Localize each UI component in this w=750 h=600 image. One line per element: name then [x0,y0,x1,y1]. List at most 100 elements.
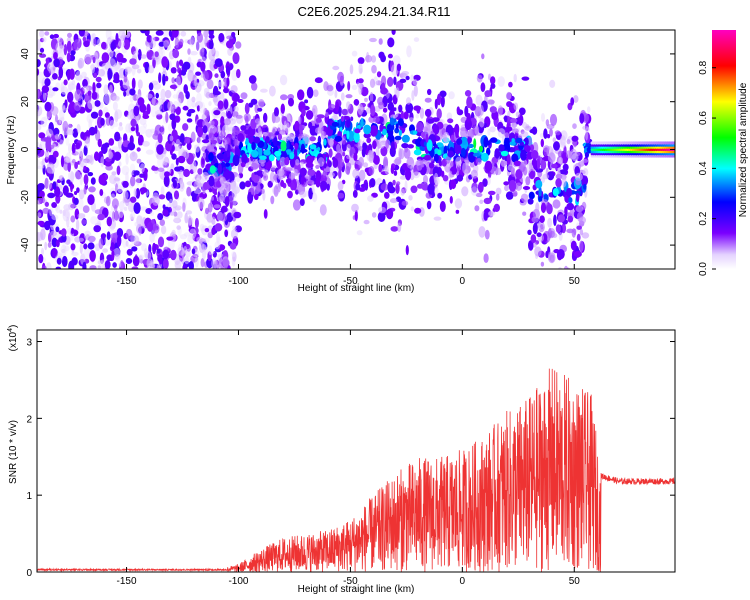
spectrogram-y-tick-label: 0 [20,146,31,152]
spectrogram-cell [61,116,65,122]
spectrogram-cell [173,215,180,223]
spectrogram-cell [426,200,432,210]
spectrogram-cell [292,199,301,211]
spectrogram-cell [168,30,173,37]
spectrogram-cell [186,98,193,109]
spectrogram-cell [285,178,292,184]
spectrogram-cell [71,158,76,164]
spectrogram-cell [157,156,164,168]
spectrogram-cell [217,100,224,110]
spectrogram-cell [208,30,214,37]
snr-xlabel: Height of straight line (km) [298,584,415,595]
spectrogram-cell [489,126,496,133]
spectrogram-cell [194,144,200,153]
spectrogram-cell [511,153,519,163]
spectrogram-cell [68,260,75,269]
spectrogram-cell [118,209,124,219]
spectrogram-cell [169,211,175,216]
spectrogram-cell [54,133,62,140]
spectrogram-cell [559,142,567,148]
spectrogram-cell [549,254,555,263]
colorbar-tick-label: 0.6 [698,111,709,125]
spectrogram-cell [340,92,345,101]
spectrogram-cell [421,184,429,191]
snr-panel: -150 -100 -50 0 50 0 1 2 3 Height of straight l… [7,325,676,595]
spectrogram-cell [501,161,507,167]
spectrogram-cell [390,165,395,174]
spectrogram-cell [169,113,176,121]
spectrogram-cell [442,175,449,182]
spectrogram-cell [566,202,575,211]
spectrogram-cell [70,171,75,183]
spectrogram-cell [59,109,65,120]
spectrogram-cell [470,169,478,179]
spectrogram-cell [96,82,102,89]
spectrogram-cell [181,70,187,76]
spectrogram-cell [346,101,351,110]
spectrogram-cell [70,215,76,223]
spectrogram-cell [540,138,544,148]
spectrogram-cell [187,217,194,226]
spectrogram-cell [75,74,83,81]
spectrogram-cell [260,88,268,93]
spectrogram-cell [490,83,496,89]
spectrogram-cell [315,176,321,188]
spectrogram-cell [44,177,49,190]
spectrogram-cell [110,56,118,67]
spectrogram-cell [515,137,523,144]
spectrogram-cell [98,238,104,250]
spectrogram-cell [316,114,325,119]
spectrogram-cell [38,120,45,125]
spectrogram-cell [88,186,96,193]
spectrogram-cell [395,87,400,99]
snr-series-line [37,368,675,572]
spectrogram-cell [77,197,84,210]
spectrogram-cell [174,37,180,49]
spectrogram-cell [176,225,181,230]
spectrogram-cell [528,191,535,200]
spectrogram-cell [74,161,78,169]
spectrogram-cell [500,150,509,157]
spectrogram-cell [299,191,307,199]
spectrogram-cell [582,125,589,130]
spectrogram-cell [64,245,70,252]
spectrogram-cell [240,162,246,168]
spectrogram-cell [80,148,84,158]
spectrogram-cell [398,148,405,160]
spectrogram-cell [55,266,62,269]
spectrogram-cell [94,151,100,161]
spectrogram-cell [587,106,591,113]
spectrogram-cell [489,137,498,143]
spectrogram-cell [326,183,330,191]
spectrogram-cell [527,136,532,147]
spectrogram-cell [363,219,370,225]
spectrogram-cell [172,49,180,59]
spectrogram-cell [40,228,46,241]
spectrogram-cell [41,247,44,256]
spectrogram-cell [533,242,537,248]
spectrogram-cell [131,246,138,252]
spectrogram-cell [208,40,214,50]
spectrogram-cell [506,101,513,108]
spectrogram-cell [467,128,475,138]
spectrogram-cell [70,183,75,190]
spectrogram-cell [48,232,52,243]
spectrogram-cell [53,52,58,60]
spectrogram-cell [543,145,550,153]
spectrogram-cell [75,70,80,76]
spectrogram-cell [156,48,165,54]
spectrogram-cell [158,41,165,47]
spectrogram-cell [75,71,81,78]
spectrogram-cell [581,158,589,163]
spectrogram-cell [95,58,100,71]
spectrogram-cell [433,216,442,221]
spectrogram-cell [143,248,148,258]
spectrogram-cell [125,123,132,133]
spectrogram-cell [200,72,204,78]
spectrogram-cell [471,183,478,188]
spectrogram-cell [37,159,40,170]
spectrogram-cell [147,262,156,269]
spectrogram-cell [78,237,84,242]
spectrogram-cell [327,160,332,168]
spectrogram-cell [125,153,129,165]
